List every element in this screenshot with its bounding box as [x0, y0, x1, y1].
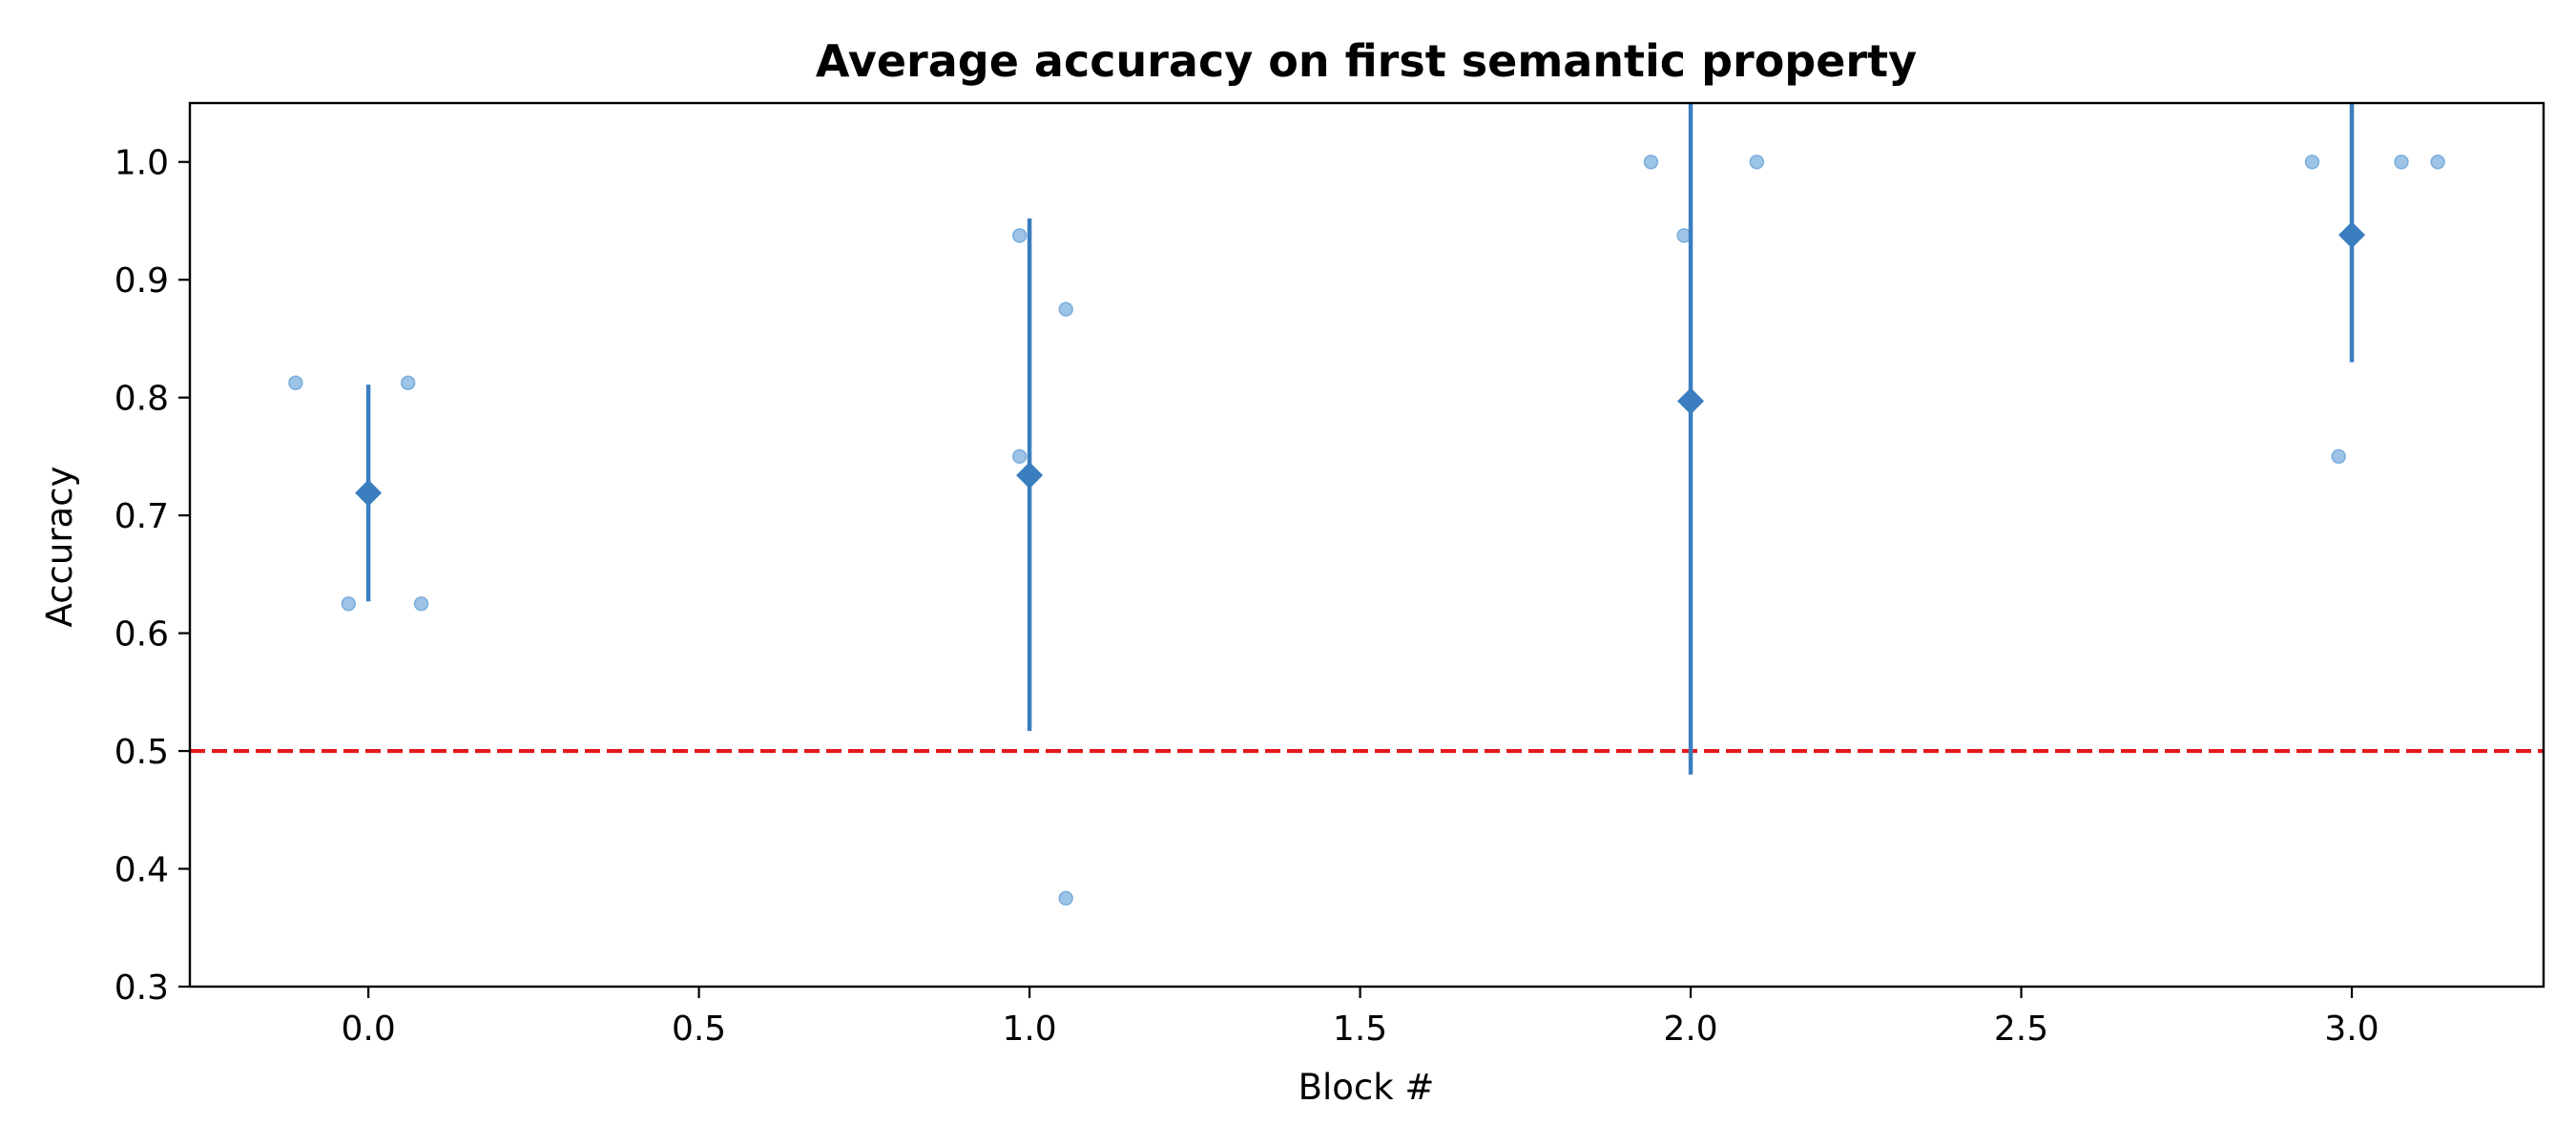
mean-marker [355, 479, 383, 507]
data-point [413, 595, 429, 612]
y-tick-label: 0.3 [114, 968, 169, 1008]
data-point [1058, 890, 1073, 906]
x-tick-label: 1.5 [1333, 1010, 1387, 1049]
data-point [2331, 448, 2346, 465]
plot-area: 0.0 0.5 1.0 1.5 2.0 2.5 3.0 0.3 0.4 0.5 0.6 0.7 0.8 0… [114, 101, 2545, 1049]
data-point [1749, 154, 1765, 170]
data-point [1643, 154, 1659, 170]
data-point [1011, 228, 1028, 243]
y-tick-label: 0.4 [114, 851, 169, 890]
data-point [341, 595, 357, 612]
x-axis-label: Block # [1298, 1067, 1435, 1108]
mean-marker [2338, 221, 2366, 249]
data-point [2304, 154, 2320, 170]
x-tick-label: 2.5 [1994, 1010, 2048, 1049]
mean-marker [1677, 387, 1705, 415]
x-tick-label: 2.0 [1663, 1010, 1717, 1049]
y-tick-label: 0.5 [114, 733, 169, 772]
data-point [1011, 448, 1028, 465]
y-tick-label: 0.7 [114, 497, 169, 536]
x-tick-label: 1.0 [1002, 1010, 1056, 1049]
data-point [400, 375, 416, 390]
y-axis-label: Accuracy [39, 467, 80, 628]
y-tick-label: 0.8 [114, 380, 169, 419]
y-tick-label: 0.9 [114, 261, 169, 301]
x-tick-label: 3.0 [2324, 1010, 2379, 1049]
data-point [1058, 302, 1073, 317]
chart-title: Average accuracy on first semantic prope… [816, 35, 1917, 87]
x-tick-label: 0.0 [341, 1010, 395, 1049]
x-tick-label: 0.5 [672, 1010, 726, 1049]
y-tick-label: 1.0 [114, 144, 169, 183]
y-tick-label: 0.6 [114, 615, 169, 655]
data-point [288, 375, 303, 390]
data-point [2430, 154, 2445, 170]
mean-marker [1016, 462, 1044, 489]
axes-frame [188, 101, 2545, 989]
data-point [2394, 154, 2409, 170]
